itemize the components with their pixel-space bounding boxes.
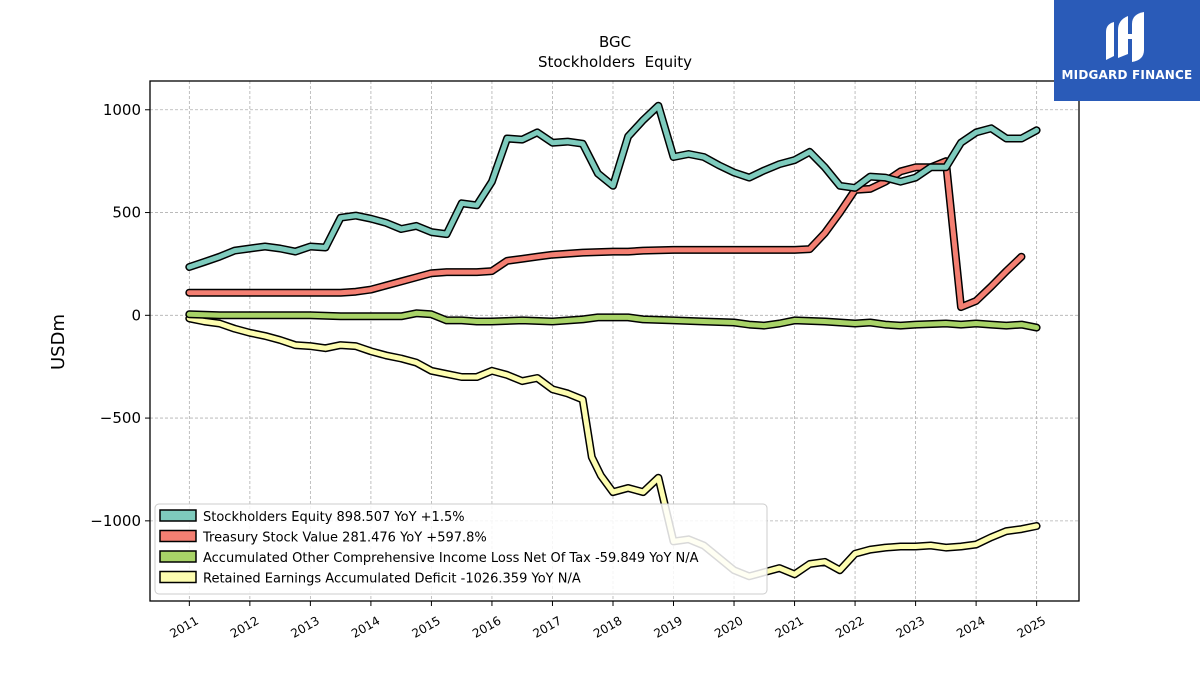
legend-label: Stockholders Equity 898.507 YoY +1.5% bbox=[203, 510, 465, 525]
legend-swatch bbox=[159, 570, 197, 584]
x-tick-label: 2015 bbox=[409, 613, 442, 640]
y-tick-label: 1000 bbox=[103, 101, 141, 119]
x-tick-label: 2018 bbox=[591, 613, 624, 640]
series-group bbox=[185, 101, 1041, 581]
legend-box bbox=[154, 503, 768, 595]
legend-label: Accumulated Other Comprehensive Income L… bbox=[203, 551, 699, 566]
y-tick-label: −1000 bbox=[90, 512, 141, 530]
legend-label: Retained Earnings Accumulated Deficit -1… bbox=[203, 572, 581, 587]
x-tick-label: 2019 bbox=[652, 613, 685, 640]
legend-swatch bbox=[159, 509, 197, 522]
x-tick-label: 2012 bbox=[228, 613, 261, 640]
y-axis-ticks: 1000 500 0 −500 −1000 bbox=[90, 101, 150, 530]
legend-swatch bbox=[159, 550, 197, 563]
legend-label: Treasury Stock Value 281.476 YoY +597.8% bbox=[202, 531, 487, 546]
x-tick-label: 2014 bbox=[349, 613, 382, 640]
series-line bbox=[186, 310, 1040, 331]
chart-subtitle: Stockholders Equity bbox=[538, 53, 692, 71]
legend: Stockholders Equity 898.507 YoY +1.5% Tre… bbox=[154, 503, 768, 595]
y-tick-label: −500 bbox=[100, 409, 141, 427]
x-axis-ticks: 2011 2012 2013 2014 2015 2016 2017 2018 2019 2020… bbox=[167, 601, 1048, 641]
series-line bbox=[186, 158, 1024, 310]
y-tick-label: 500 bbox=[112, 204, 141, 222]
x-tick-label: 2022 bbox=[833, 613, 866, 640]
grid bbox=[150, 81, 1079, 601]
legend-swatch bbox=[159, 529, 197, 543]
series-line bbox=[186, 315, 1040, 579]
x-tick-label: 2020 bbox=[712, 613, 745, 640]
x-tick-label: 2017 bbox=[531, 613, 564, 640]
logo-text: MIDGARD FINANCE bbox=[1061, 68, 1193, 82]
y-tick-label: 0 bbox=[131, 306, 141, 324]
x-tick-label: 2016 bbox=[470, 613, 503, 640]
chart-title: BGC bbox=[599, 33, 631, 51]
plot-frame bbox=[149, 80, 1080, 602]
series-line bbox=[186, 103, 1040, 270]
x-tick-label: 2023 bbox=[894, 613, 927, 640]
x-tick-label: 2011 bbox=[167, 613, 200, 640]
x-tick-label: 2025 bbox=[1015, 613, 1048, 640]
x-tick-label: 2013 bbox=[288, 613, 321, 640]
x-tick-label: 2021 bbox=[773, 613, 806, 640]
y-axis-label: USDm bbox=[48, 314, 69, 370]
brand-logo: MIDGARD FINANCE bbox=[1054, 0, 1200, 101]
logo-mark-icon bbox=[1106, 12, 1144, 62]
x-tick-label: 2024 bbox=[954, 613, 987, 640]
